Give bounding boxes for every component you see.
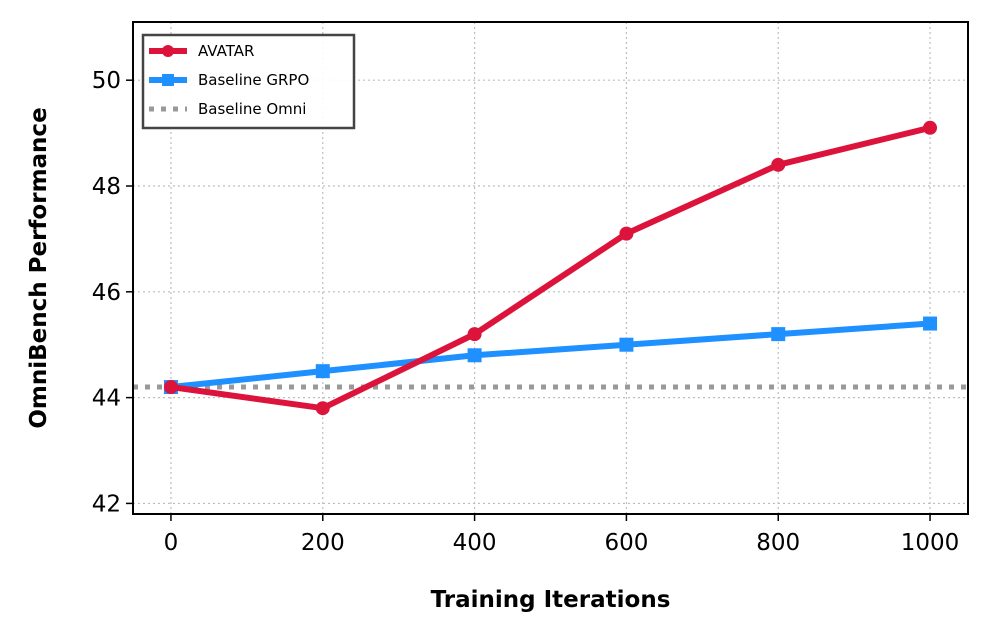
avatar-line bbox=[170, 124, 931, 412]
x-axis-title: Training Iterations bbox=[431, 587, 671, 613]
x-tick-label: 1000 bbox=[901, 530, 960, 556]
avatar-point bbox=[467, 327, 482, 342]
avatar-point bbox=[771, 157, 786, 172]
avatar-point bbox=[923, 120, 938, 135]
legend-label-avatar: AVATAR bbox=[198, 42, 254, 60]
x-tick-label: 200 bbox=[301, 530, 345, 556]
y-tick-label: 50 bbox=[92, 68, 121, 94]
y-axis: 42 44 46 48 50 bbox=[92, 68, 133, 517]
baseline-grpo-line bbox=[170, 320, 931, 391]
legend-marker-baseline-grpo bbox=[162, 74, 174, 86]
grid bbox=[133, 22, 968, 514]
x-tick-label: 0 bbox=[164, 530, 179, 556]
legend-marker-avatar bbox=[162, 45, 174, 57]
avatar-point bbox=[619, 226, 634, 241]
baseline-grpo-point bbox=[923, 316, 938, 331]
y-tick-label: 44 bbox=[92, 386, 121, 412]
x-tick-label: 800 bbox=[756, 530, 800, 556]
x-tick-label: 600 bbox=[604, 530, 648, 556]
x-tick-label: 400 bbox=[453, 530, 497, 556]
y-tick-label: 48 bbox=[92, 174, 121, 200]
y-axis-title: OmniBench Performance bbox=[26, 107, 52, 428]
legend-label-baseline-omni: Baseline Omni bbox=[198, 100, 306, 118]
y-tick-label: 46 bbox=[92, 280, 121, 306]
avatar-point bbox=[315, 401, 330, 416]
avatar-point bbox=[163, 380, 178, 395]
baseline-grpo-point bbox=[315, 364, 330, 379]
baseline-grpo-point bbox=[619, 337, 634, 352]
series-layer bbox=[133, 120, 968, 416]
y-tick-label: 42 bbox=[92, 491, 121, 517]
x-axis: 0 200 400 600 800 1000 bbox=[164, 514, 960, 556]
plot-frame bbox=[132, 21, 969, 515]
legend-label-baseline-grpo: Baseline GRPO bbox=[198, 71, 309, 89]
baseline-grpo-point bbox=[771, 327, 786, 342]
baseline-grpo-point bbox=[467, 348, 482, 363]
legend: AVATAR Baseline GRPO Baseline Omni bbox=[141, 33, 356, 130]
